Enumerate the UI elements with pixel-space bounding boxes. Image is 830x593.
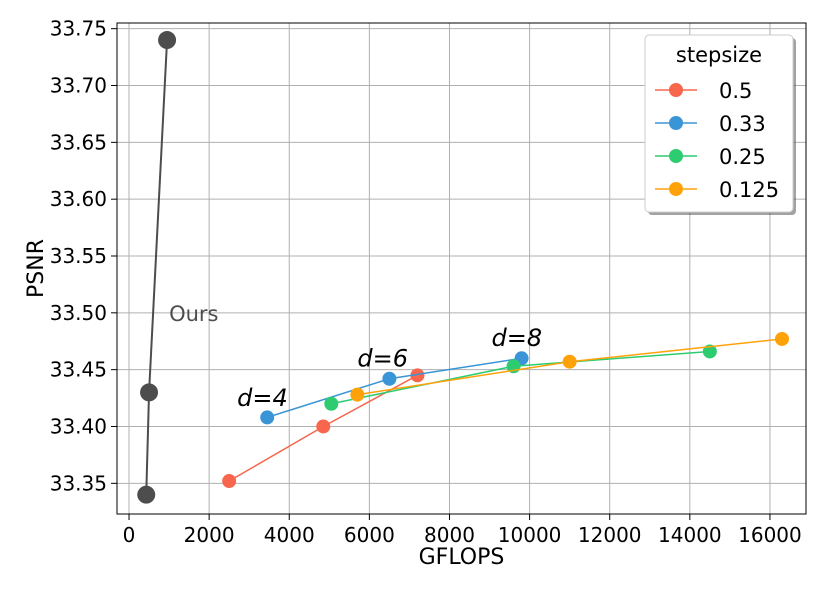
x-axis-label: GFLOPS	[419, 545, 505, 570]
series-0.125	[350, 331, 789, 402]
y-tick-label: 33.45	[50, 358, 107, 382]
x-tick-label: 0	[123, 523, 136, 547]
data-point	[324, 396, 339, 411]
data-point	[350, 387, 365, 402]
legend-marker	[669, 149, 683, 163]
legend-marker	[669, 182, 683, 196]
legend-item-0.33: 0.33	[655, 112, 766, 136]
series-0.33	[260, 351, 529, 425]
y-axis-label: PSNR	[24, 239, 49, 298]
depth-annotation: d=4	[237, 384, 288, 412]
legend-label: 0.5	[719, 79, 752, 103]
depth-annotation: d=6	[357, 344, 408, 372]
data-point	[140, 383, 159, 402]
data-point	[410, 368, 425, 383]
data-point	[137, 485, 156, 504]
ours-annotation: Ours	[169, 302, 218, 326]
x-tick-label: 2000	[184, 523, 235, 547]
legend-marker	[669, 83, 683, 97]
y-tick-label: 33.50	[50, 301, 107, 325]
legend-item-0.5: 0.5	[655, 79, 752, 103]
data-point	[260, 410, 275, 425]
y-tick-label: 33.65	[50, 130, 107, 154]
data-point	[562, 354, 577, 369]
legend-items: 0.5 0.33 0.25 0.125	[655, 79, 779, 202]
x-tick-label: 6000	[344, 523, 395, 547]
series-Ours	[137, 31, 177, 504]
y-tick-label: 33.55	[50, 244, 107, 268]
data-point	[774, 331, 789, 346]
data-point	[316, 419, 331, 434]
x-tick-label: 10000	[498, 523, 562, 547]
annotations: Ours d=4 d=6 d=8	[169, 302, 542, 412]
grid-lines	[117, 23, 806, 514]
plot-area	[116, 22, 807, 515]
x-tick-label: 4000	[264, 523, 315, 547]
legend: stepsize 0.5 0.33 0.25 0.125	[644, 34, 796, 215]
data-point	[382, 371, 397, 386]
x-tick-label: 14000	[658, 523, 722, 547]
y-tick-label: 33.40	[50, 414, 107, 438]
data-point	[222, 474, 237, 489]
legend-title: stepsize	[676, 43, 762, 67]
legend-marker	[669, 116, 683, 130]
y-tick-label: 33.35	[50, 471, 107, 495]
x-axis-ticks: 0 2000 4000 6000 8000 10000 12000 14000 16000	[123, 514, 802, 547]
data-point	[158, 31, 177, 50]
depth-annotation: d=8	[492, 324, 543, 352]
series-0.5	[222, 368, 425, 489]
legend-item-0.125: 0.125	[655, 178, 779, 202]
legend-label: 0.125	[719, 178, 779, 202]
y-tick-label: 33.75	[50, 17, 107, 41]
y-tick-label: 33.60	[50, 187, 107, 211]
y-axis-ticks: 33.35 33.40 33.45 33.50 33.55 33.60 33.65 33.70…	[50, 17, 117, 495]
data-point	[702, 344, 717, 359]
series-layer	[137, 31, 789, 504]
legend-box	[644, 34, 794, 213]
legend-label: 0.25	[719, 145, 766, 169]
legend-item-0.25: 0.25	[655, 145, 766, 169]
x-tick-label: 8000	[424, 523, 475, 547]
y-tick-label: 33.70	[50, 74, 107, 98]
x-tick-label: 12000	[578, 523, 642, 547]
legend-label: 0.33	[719, 112, 766, 136]
x-tick-label: 16000	[738, 523, 802, 547]
